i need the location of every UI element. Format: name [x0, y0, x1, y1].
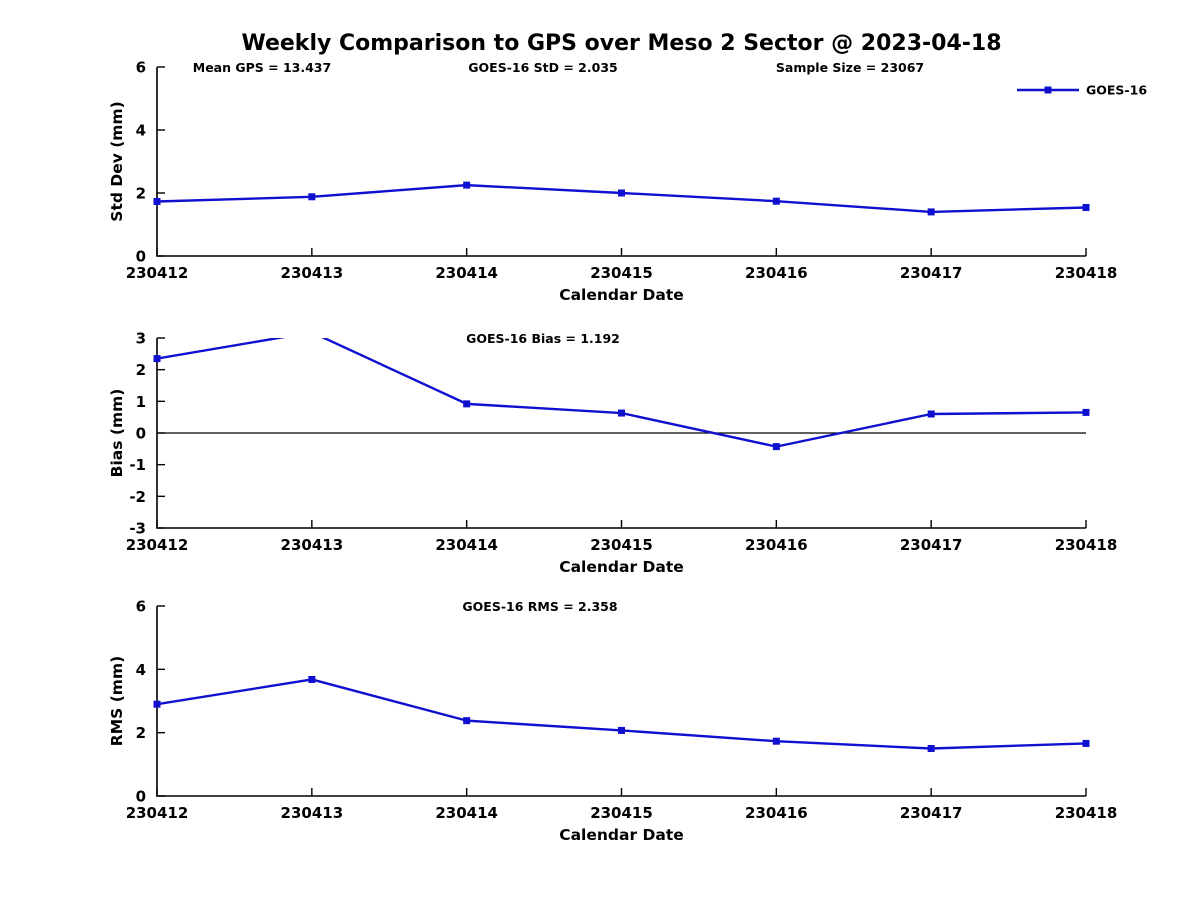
x-tick-label: 230416 — [745, 804, 808, 822]
y-tick-label: 0 — [136, 425, 146, 443]
annotation: GOES-16 Bias = 1.192 — [466, 331, 620, 346]
x-tick-label: 230415 — [590, 536, 653, 554]
y-axis-label: RMS (mm) — [108, 656, 126, 746]
data-point-marker — [1082, 203, 1090, 211]
y-tick-label: 1 — [136, 393, 146, 411]
x-tick-label: 230418 — [1055, 536, 1118, 554]
subplot-rms: 0 2 4 6 230412 230413 230414 230415 230416 230417… — [108, 598, 1117, 845]
data-point-marker — [927, 208, 935, 216]
x-tick-label: 230417 — [900, 804, 963, 822]
y-tick-label: 0 — [136, 248, 146, 266]
data-point-marker — [618, 726, 625, 734]
x-tick-label: 230416 — [745, 264, 808, 282]
legend-marker — [1044, 86, 1052, 94]
axes-frame — [156, 606, 1086, 797]
x-tick-label: 230413 — [281, 264, 344, 282]
data-point-marker — [772, 443, 780, 451]
x-tick-label: 230413 — [281, 536, 344, 554]
legend-label: GOES-16 — [1086, 83, 1147, 98]
x-tick-label: 230412 — [126, 264, 189, 282]
series-line — [157, 338, 1086, 448]
x-tick-label: 230415 — [590, 264, 653, 282]
y-tick-label: 2 — [136, 185, 146, 203]
y-tick-label: 3 — [136, 330, 146, 348]
y-tick-label: -3 — [129, 520, 146, 538]
data-point-marker — [618, 189, 625, 197]
x-tick-label: 230418 — [1055, 264, 1118, 282]
x-tick-label: 230415 — [590, 804, 653, 822]
y-tick-label: 0 — [136, 788, 146, 806]
y-tick-label: 4 — [136, 661, 146, 679]
data-point-marker — [1082, 408, 1090, 416]
data-point-marker — [463, 400, 471, 408]
data-point-marker — [153, 198, 161, 206]
annotation: GOES-16 RMS = 2.358 — [462, 599, 617, 614]
x-tick-label: 230414 — [435, 536, 498, 554]
x-tick-label: 230417 — [900, 264, 963, 282]
data-point-marker — [463, 181, 471, 189]
data-point-marker — [308, 193, 316, 201]
series-line — [157, 678, 1086, 750]
y-axis-label: Std Dev (mm) — [108, 101, 126, 221]
x-tick-label: 230412 — [126, 536, 189, 554]
y-tick-label: 2 — [136, 724, 146, 742]
annotation: Sample Size = 23067 — [776, 60, 924, 75]
subplot-std-dev: 0 2 4 6 230412 230413 230414 230415 230416 230417… — [108, 59, 1147, 305]
data-point-marker — [772, 737, 780, 745]
data-point-marker — [618, 409, 625, 417]
y-axis-label: Bias (mm) — [108, 389, 126, 478]
y-tick-label: 6 — [136, 59, 146, 77]
y-tick-label: -2 — [129, 488, 146, 506]
data-point-marker — [153, 355, 161, 363]
x-tick-label: 230413 — [281, 804, 344, 822]
y-tick-label: 4 — [136, 122, 146, 140]
x-axis-label: Calendar Date — [559, 286, 684, 304]
x-tick-label: 230418 — [1055, 804, 1118, 822]
x-tick-label: 230417 — [900, 536, 963, 554]
data-point-marker — [927, 745, 935, 752]
axes-frame — [156, 67, 1086, 257]
data-point-marker — [463, 717, 471, 725]
y-tick-label: 6 — [136, 598, 146, 616]
x-tick-label: 230416 — [745, 536, 808, 554]
annotation: GOES-16 StD = 2.035 — [468, 60, 617, 75]
legend: GOES-16 — [1017, 83, 1147, 98]
x-tick-label: 230414 — [435, 264, 498, 282]
y-tick-label: 2 — [136, 361, 146, 379]
annotation: Mean GPS = 13.437 — [193, 60, 331, 75]
x-axis-label: Calendar Date — [559, 558, 684, 576]
data-point-marker — [308, 675, 316, 683]
data-point-marker — [1082, 739, 1090, 747]
series-line — [157, 183, 1086, 214]
x-tick-label: 230412 — [126, 804, 189, 822]
y-tick-label: -1 — [129, 456, 146, 474]
x-tick-label: 230414 — [435, 804, 498, 822]
data-point-marker — [927, 410, 935, 418]
data-point-marker — [772, 197, 780, 205]
figure-title: Weekly Comparison to GPS over Meso 2 Sec… — [241, 31, 1002, 56]
x-axis-label: Calendar Date — [559, 826, 684, 844]
data-point-marker — [153, 700, 161, 708]
